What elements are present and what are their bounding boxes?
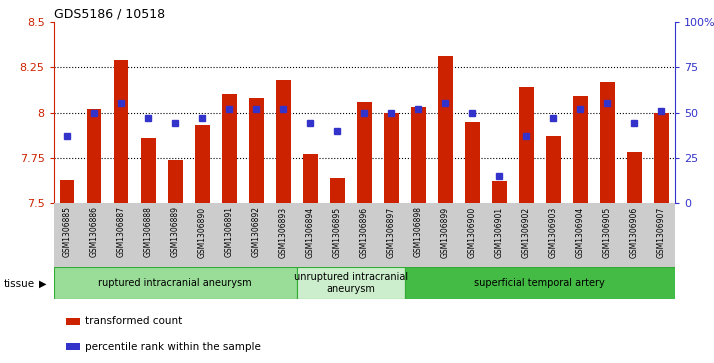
Text: GSM1306890: GSM1306890 bbox=[198, 207, 206, 258]
Bar bbox=[243, 203, 270, 267]
Bar bbox=[66, 318, 80, 325]
Bar bbox=[357, 102, 371, 203]
Bar bbox=[195, 125, 209, 203]
Bar bbox=[458, 203, 486, 267]
Bar bbox=[513, 203, 540, 267]
Bar bbox=[486, 203, 513, 267]
Bar bbox=[270, 203, 296, 267]
Bar bbox=[114, 60, 129, 203]
Text: GSM1306888: GSM1306888 bbox=[144, 207, 153, 257]
Bar bbox=[465, 122, 480, 203]
Text: GSM1306906: GSM1306906 bbox=[630, 207, 639, 258]
Bar bbox=[141, 138, 156, 203]
Bar bbox=[540, 203, 567, 267]
Text: GSM1306885: GSM1306885 bbox=[63, 207, 71, 257]
Bar bbox=[519, 87, 533, 203]
Text: GSM1306889: GSM1306889 bbox=[171, 207, 180, 257]
Bar bbox=[161, 203, 188, 267]
Bar bbox=[620, 203, 648, 267]
Bar bbox=[405, 203, 432, 267]
Bar bbox=[296, 267, 405, 299]
Bar bbox=[221, 94, 236, 203]
Bar bbox=[188, 203, 216, 267]
Text: GSM1306892: GSM1306892 bbox=[251, 207, 261, 257]
Bar bbox=[492, 182, 507, 203]
Bar bbox=[303, 154, 318, 203]
Text: GSM1306895: GSM1306895 bbox=[333, 207, 341, 258]
Bar bbox=[66, 343, 80, 350]
Text: GSM1306902: GSM1306902 bbox=[522, 207, 531, 258]
Bar bbox=[248, 98, 263, 203]
Bar bbox=[81, 203, 108, 267]
Bar bbox=[86, 109, 101, 203]
Text: ruptured intracranial aneurysm: ruptured intracranial aneurysm bbox=[99, 278, 252, 288]
Bar bbox=[351, 203, 378, 267]
Bar bbox=[216, 203, 243, 267]
Bar bbox=[654, 113, 668, 203]
Bar bbox=[648, 203, 675, 267]
Bar bbox=[296, 203, 323, 267]
Text: GSM1306903: GSM1306903 bbox=[548, 207, 558, 258]
Bar bbox=[411, 107, 426, 203]
Text: GSM1306897: GSM1306897 bbox=[387, 207, 396, 258]
Text: GSM1306899: GSM1306899 bbox=[441, 207, 450, 258]
Bar bbox=[323, 203, 351, 267]
Text: GSM1306886: GSM1306886 bbox=[89, 207, 99, 257]
Bar bbox=[405, 267, 675, 299]
Text: GSM1306887: GSM1306887 bbox=[116, 207, 126, 257]
Text: GSM1306904: GSM1306904 bbox=[575, 207, 585, 258]
Bar bbox=[432, 203, 458, 267]
Text: GSM1306900: GSM1306900 bbox=[468, 207, 477, 258]
Bar bbox=[600, 82, 615, 203]
Text: transformed count: transformed count bbox=[85, 316, 182, 326]
Bar bbox=[594, 203, 620, 267]
Bar bbox=[330, 178, 345, 203]
Bar bbox=[134, 203, 161, 267]
Bar bbox=[108, 203, 134, 267]
Text: GDS5186 / 10518: GDS5186 / 10518 bbox=[54, 8, 165, 21]
Bar bbox=[378, 203, 405, 267]
Bar bbox=[573, 96, 588, 203]
Text: tissue: tissue bbox=[4, 279, 35, 289]
Text: GSM1306907: GSM1306907 bbox=[657, 207, 665, 258]
Bar bbox=[168, 160, 183, 203]
Bar bbox=[627, 152, 642, 203]
Text: unruptured intracranial
aneurysm: unruptured intracranial aneurysm bbox=[293, 272, 408, 294]
Bar bbox=[54, 203, 81, 267]
Bar bbox=[383, 113, 398, 203]
Text: GSM1306905: GSM1306905 bbox=[603, 207, 612, 258]
Text: GSM1306894: GSM1306894 bbox=[306, 207, 315, 258]
Bar bbox=[545, 136, 560, 203]
Bar bbox=[60, 180, 74, 203]
Text: GSM1306901: GSM1306901 bbox=[495, 207, 503, 258]
Bar bbox=[567, 203, 594, 267]
Bar bbox=[438, 56, 453, 203]
Text: GSM1306893: GSM1306893 bbox=[278, 207, 288, 258]
Text: superficial temporal artery: superficial temporal artery bbox=[474, 278, 605, 288]
Text: ▶: ▶ bbox=[39, 279, 47, 289]
Text: GSM1306891: GSM1306891 bbox=[225, 207, 233, 257]
Bar bbox=[54, 267, 296, 299]
Bar bbox=[276, 80, 291, 203]
Text: GSM1306898: GSM1306898 bbox=[413, 207, 423, 257]
Text: percentile rank within the sample: percentile rank within the sample bbox=[85, 342, 261, 352]
Text: GSM1306896: GSM1306896 bbox=[360, 207, 368, 258]
